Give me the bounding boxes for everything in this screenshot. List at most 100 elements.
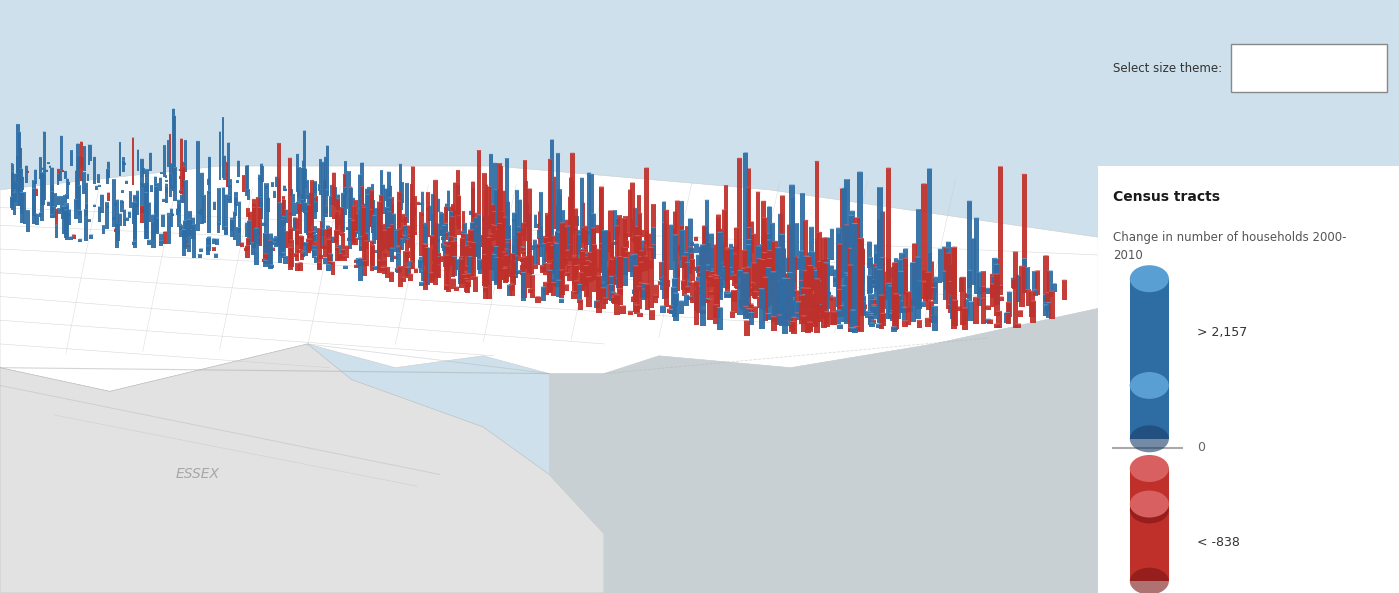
Ellipse shape bbox=[645, 291, 651, 292]
Ellipse shape bbox=[765, 278, 769, 279]
Bar bbox=[48, 162, 49, 164]
Bar bbox=[995, 274, 999, 315]
Ellipse shape bbox=[497, 163, 502, 164]
Bar bbox=[782, 288, 788, 319]
Ellipse shape bbox=[576, 284, 582, 285]
Bar bbox=[446, 255, 450, 264]
Bar bbox=[179, 169, 180, 171]
Ellipse shape bbox=[445, 260, 450, 261]
Ellipse shape bbox=[614, 294, 620, 295]
Ellipse shape bbox=[432, 180, 438, 181]
Bar bbox=[751, 263, 757, 298]
Ellipse shape bbox=[820, 260, 825, 261]
Bar bbox=[792, 275, 796, 282]
Bar bbox=[278, 243, 283, 246]
Bar bbox=[837, 234, 841, 282]
Ellipse shape bbox=[523, 257, 529, 258]
Bar bbox=[453, 287, 459, 291]
Bar bbox=[120, 201, 123, 212]
Bar bbox=[83, 172, 85, 195]
Bar bbox=[790, 298, 795, 314]
Ellipse shape bbox=[410, 204, 414, 205]
Ellipse shape bbox=[340, 207, 344, 208]
Ellipse shape bbox=[718, 256, 722, 257]
Ellipse shape bbox=[740, 268, 746, 269]
Bar bbox=[55, 209, 59, 225]
Bar bbox=[708, 256, 712, 268]
Ellipse shape bbox=[600, 283, 606, 285]
Bar bbox=[360, 237, 364, 251]
Ellipse shape bbox=[159, 240, 164, 241]
Ellipse shape bbox=[825, 291, 831, 292]
Ellipse shape bbox=[722, 209, 727, 211]
Bar bbox=[450, 217, 455, 257]
Ellipse shape bbox=[348, 218, 353, 219]
Ellipse shape bbox=[340, 249, 346, 250]
Bar bbox=[606, 232, 610, 235]
Bar bbox=[781, 290, 786, 304]
Bar bbox=[837, 324, 844, 329]
Bar bbox=[876, 253, 881, 290]
Ellipse shape bbox=[543, 263, 548, 264]
Ellipse shape bbox=[1045, 292, 1051, 294]
Ellipse shape bbox=[263, 260, 269, 261]
Ellipse shape bbox=[781, 289, 786, 291]
Bar bbox=[672, 279, 677, 317]
Bar bbox=[884, 289, 890, 299]
Ellipse shape bbox=[944, 247, 950, 248]
Bar bbox=[617, 289, 623, 305]
Ellipse shape bbox=[483, 287, 488, 288]
Ellipse shape bbox=[483, 272, 488, 273]
Ellipse shape bbox=[617, 288, 623, 289]
Bar bbox=[436, 253, 441, 278]
Ellipse shape bbox=[406, 225, 410, 226]
Ellipse shape bbox=[760, 302, 765, 304]
Text: 0: 0 bbox=[1198, 441, 1206, 454]
Bar bbox=[66, 195, 69, 197]
Ellipse shape bbox=[806, 309, 811, 310]
Ellipse shape bbox=[599, 243, 604, 244]
Bar bbox=[329, 262, 333, 265]
Ellipse shape bbox=[561, 246, 565, 247]
Bar bbox=[298, 235, 302, 249]
Ellipse shape bbox=[790, 287, 796, 288]
Ellipse shape bbox=[354, 237, 358, 238]
Ellipse shape bbox=[144, 192, 148, 193]
Ellipse shape bbox=[713, 244, 719, 245]
Ellipse shape bbox=[747, 303, 754, 304]
Ellipse shape bbox=[113, 228, 118, 229]
Ellipse shape bbox=[144, 169, 148, 170]
Bar bbox=[581, 249, 585, 289]
Ellipse shape bbox=[546, 263, 551, 264]
Bar bbox=[443, 254, 448, 259]
Ellipse shape bbox=[900, 253, 905, 254]
Bar bbox=[634, 305, 639, 314]
Bar bbox=[351, 198, 355, 206]
Ellipse shape bbox=[445, 242, 449, 243]
Bar bbox=[297, 167, 301, 211]
Bar bbox=[422, 230, 427, 243]
Bar bbox=[537, 224, 541, 228]
Ellipse shape bbox=[902, 288, 908, 289]
Bar bbox=[860, 269, 865, 278]
Ellipse shape bbox=[484, 184, 488, 185]
Bar bbox=[746, 245, 751, 292]
Ellipse shape bbox=[505, 201, 509, 202]
Ellipse shape bbox=[824, 237, 830, 238]
Bar bbox=[916, 209, 921, 280]
Bar bbox=[748, 304, 754, 308]
Bar bbox=[379, 195, 382, 243]
Bar bbox=[709, 272, 715, 284]
Ellipse shape bbox=[305, 211, 309, 212]
Bar bbox=[824, 313, 830, 317]
Ellipse shape bbox=[718, 228, 722, 229]
Ellipse shape bbox=[690, 282, 695, 283]
Ellipse shape bbox=[716, 214, 722, 215]
Ellipse shape bbox=[484, 263, 490, 264]
Bar bbox=[520, 229, 525, 236]
Ellipse shape bbox=[291, 194, 295, 195]
Bar bbox=[467, 246, 471, 268]
Ellipse shape bbox=[504, 248, 509, 250]
Ellipse shape bbox=[267, 240, 273, 241]
Ellipse shape bbox=[637, 282, 642, 283]
